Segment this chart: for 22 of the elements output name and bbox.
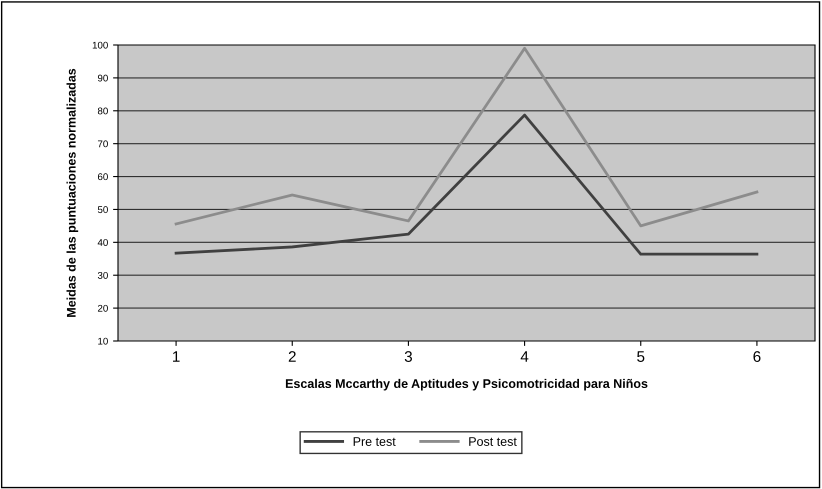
legend-label: Pre test	[354, 437, 396, 446]
x-tick-label: 1	[173, 351, 180, 362]
y-tick-label: 20	[98, 304, 108, 312]
y-tick-label: 70	[98, 140, 108, 148]
legend-label: Post test	[469, 437, 517, 446]
y-tick-label: 40	[98, 239, 108, 246]
y-axis-title: Meidas de las puntuaciones normalizadas	[66, 68, 78, 317]
x-tick-label: 5	[637, 351, 644, 362]
x-tick-label: 6	[753, 351, 760, 362]
x-tick-label: 4	[520, 351, 528, 362]
y-tick-label: 60	[98, 173, 108, 180]
y-tick-label: 10	[98, 338, 108, 345]
y-tick-label: 30	[98, 272, 108, 279]
line-series	[174, 46, 758, 228]
y-tick-label: 90	[98, 74, 108, 82]
x-tick-label: 3	[404, 351, 412, 362]
x-axis-title: Escalas Mccarthy de Aptitudes y Psicomotricidad para Niños	[286, 378, 648, 391]
y-tick-label: 50	[98, 206, 108, 214]
line-series	[174, 114, 758, 256]
y-tick-label: 100	[92, 42, 108, 49]
y-tick-label: 80	[98, 108, 108, 114]
x-tick-label: 2	[288, 351, 296, 362]
